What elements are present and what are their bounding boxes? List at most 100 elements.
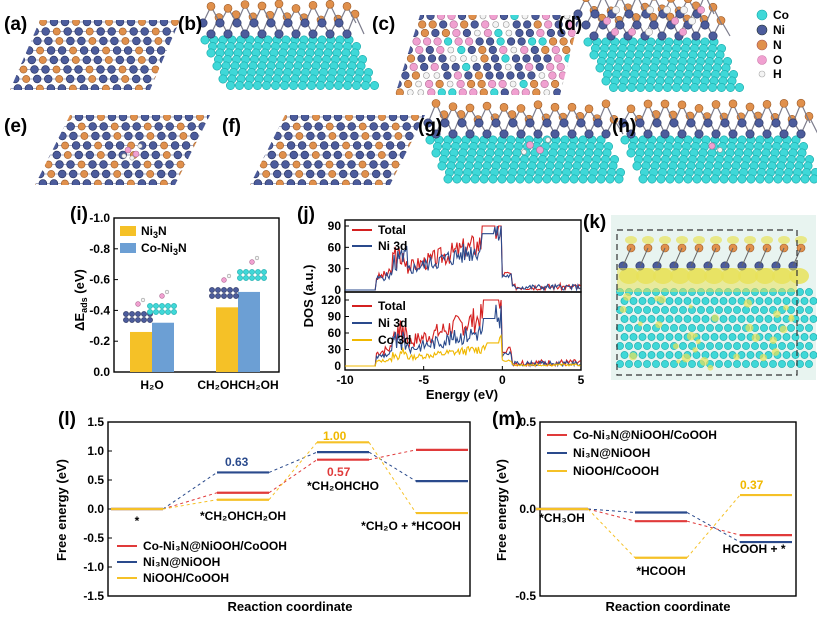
atom-ni	[141, 66, 149, 74]
atom-ni	[204, 180, 212, 188]
atom-ni	[39, 142, 47, 150]
atom-ni	[373, 132, 381, 140]
atom-ni	[301, 151, 309, 159]
atom-ni	[285, 132, 293, 140]
atom-n	[6, 56, 13, 63]
atom-ni	[397, 104, 405, 112]
atom-ni	[463, 29, 471, 37]
category-label-i: CH₂OHCH₂OH	[197, 378, 278, 392]
atom-ni	[6, 142, 14, 150]
atom-o	[481, 21, 489, 29]
atom-ni	[127, 94, 135, 102]
atom-co	[397, 55, 405, 63]
adsorbate-h	[546, 138, 551, 143]
atom-co	[462, 175, 470, 183]
atom-ni	[249, 161, 257, 169]
atom-o	[522, 89, 530, 97]
atom-ni	[250, 19, 258, 27]
atom-ni	[309, 30, 317, 38]
charge-density-spot	[760, 354, 767, 361]
atom-ni	[389, 113, 397, 121]
atom-co	[688, 324, 695, 331]
panel-label-b: (b)	[178, 14, 202, 35]
atom-ni	[678, 130, 686, 138]
chart-i-legend: Ni3N Co-Ni3N	[120, 224, 187, 257]
atom-n	[39, 94, 46, 101]
atom-ni	[465, 72, 473, 80]
atom-ni	[86, 151, 94, 159]
atom-ni	[384, 132, 392, 140]
atom-ni	[127, 56, 135, 64]
atom-ni	[394, 80, 402, 88]
panel-label-m: (m)	[492, 409, 522, 430]
atom-co	[657, 175, 665, 183]
atom-ni	[34, 37, 42, 45]
atom-ni	[3, 170, 11, 178]
connector-ni3n@niooh-0	[163, 472, 217, 509]
atom-n	[97, 113, 104, 120]
atom-n	[37, 9, 44, 16]
atom-ni	[174, 66, 182, 74]
structure-h-side	[619, 99, 817, 183]
atom-co	[787, 324, 794, 331]
atom-co	[634, 360, 641, 367]
atom-co	[679, 342, 686, 349]
atom-ni	[323, 113, 331, 121]
atom-ni	[331, 180, 339, 188]
atom-ni	[486, 72, 494, 80]
atom-n	[585, 105, 593, 113]
atom-co	[307, 81, 315, 89]
atom-ni	[72, 142, 80, 150]
atom-ni	[516, 29, 524, 37]
atom-o	[554, 55, 562, 63]
atom-n	[168, 85, 175, 92]
atom-n	[392, 38, 400, 46]
atom-n	[244, 142, 251, 149]
atom-co	[652, 360, 659, 367]
y-tick-label-i: 0.0	[93, 365, 110, 379]
atom-ni	[113, 9, 121, 17]
atom-ni	[797, 130, 805, 138]
y-tick-label-j: 30	[328, 262, 342, 276]
atom-h	[511, 47, 517, 53]
atom-ni	[543, 119, 551, 127]
atom-ni	[188, 123, 196, 131]
atom-h	[434, 73, 440, 79]
atom-co	[717, 83, 725, 91]
atom-n	[246, 113, 253, 120]
atom-co	[661, 324, 668, 331]
atom-ni	[17, 180, 25, 188]
atom-n	[194, 104, 201, 111]
atom-o	[484, 29, 492, 37]
atom-ni	[75, 113, 83, 121]
atom-co	[765, 315, 772, 322]
atom-ni	[383, 170, 391, 178]
atom-ni	[397, 21, 405, 29]
atom-ni	[340, 132, 348, 140]
atom-ni	[149, 104, 157, 112]
atom-ni	[190, 47, 198, 55]
atom-n	[128, 104, 135, 111]
atom-co	[661, 360, 668, 367]
atom-o	[400, 29, 408, 37]
atom-ni	[224, 30, 232, 38]
atom-n	[160, 180, 167, 187]
atom-co	[497, 38, 505, 46]
atom-n	[169, 9, 176, 16]
atom-ni	[353, 104, 361, 112]
atom-co	[774, 175, 782, 183]
atom-co	[565, 55, 573, 63]
adsorbate-h	[718, 148, 723, 153]
atom-n	[64, 189, 71, 196]
bar-co-ni3n-ch2ohch2oh	[238, 292, 260, 372]
atom-ni	[265, 104, 273, 112]
y-tick-label-l: 0.0	[87, 502, 104, 516]
atom-ni	[47, 85, 55, 93]
atom-co	[438, 89, 446, 97]
atom-o	[559, 72, 567, 80]
atom-n	[180, 170, 187, 177]
atom-n	[263, 170, 270, 177]
atom-co	[760, 360, 767, 367]
atom-ni	[471, 21, 479, 29]
atom-ni	[77, 75, 85, 83]
